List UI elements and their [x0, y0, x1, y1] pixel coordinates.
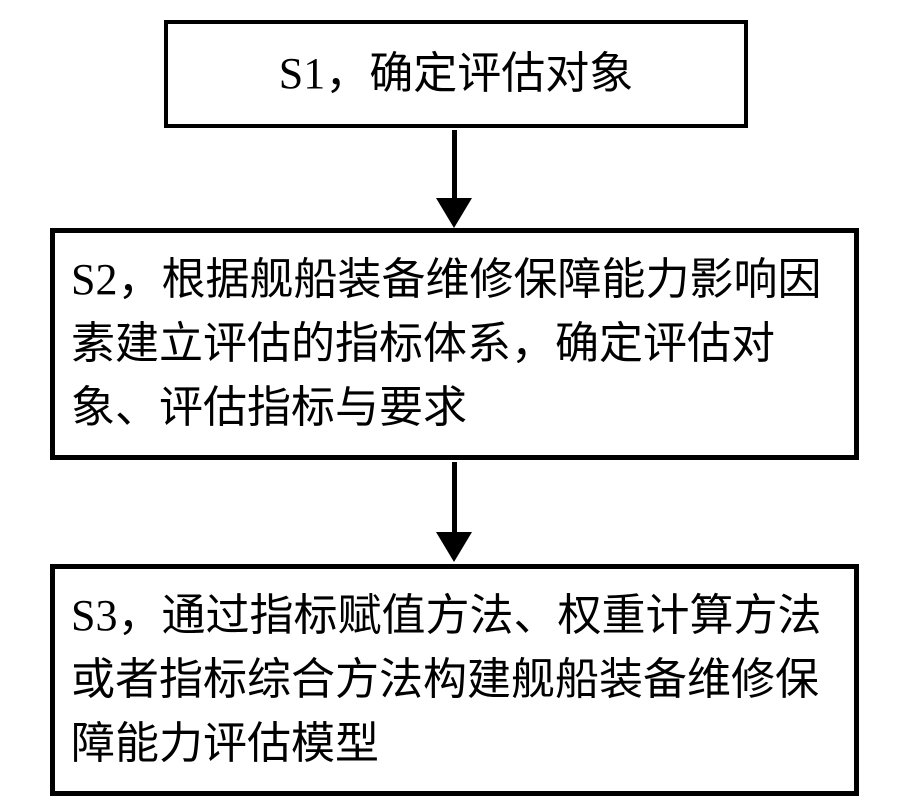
- flowchart-node-s2: S2，根据舰船装备维修保障能力影响因素建立评估的指标体系，确定评估对象、评估指标…: [50, 228, 859, 460]
- flowchart-arrow-s1-s2-line: [452, 130, 457, 198]
- flowchart-node-s1: S1，确定评估对象: [164, 20, 748, 128]
- flowchart-canvas: S1，确定评估对象 S2，根据舰船装备维修保障能力影响因素建立评估的指标体系，确…: [0, 0, 898, 809]
- flowchart-arrow-s2-s3-head: [436, 532, 472, 562]
- flowchart-node-s1-text: S1，确定评估对象: [168, 52, 744, 96]
- flowchart-arrow-s2-s3-line: [452, 462, 457, 532]
- flowchart-node-s3: S3，通过指标赋值方法、权重计算方法或者指标综合方法构建舰船装备维修保障能力评估…: [50, 564, 859, 796]
- flowchart-arrow-s1-s2-head: [436, 198, 472, 228]
- flowchart-node-s3-text: S3，通过指标赋值方法、权重计算方法或者指标综合方法构建舰船装备维修保障能力评估…: [55, 584, 854, 775]
- flowchart-node-s2-text: S2，根据舰船装备维修保障能力影响因素建立评估的指标体系，确定评估对象、评估指标…: [55, 248, 854, 439]
